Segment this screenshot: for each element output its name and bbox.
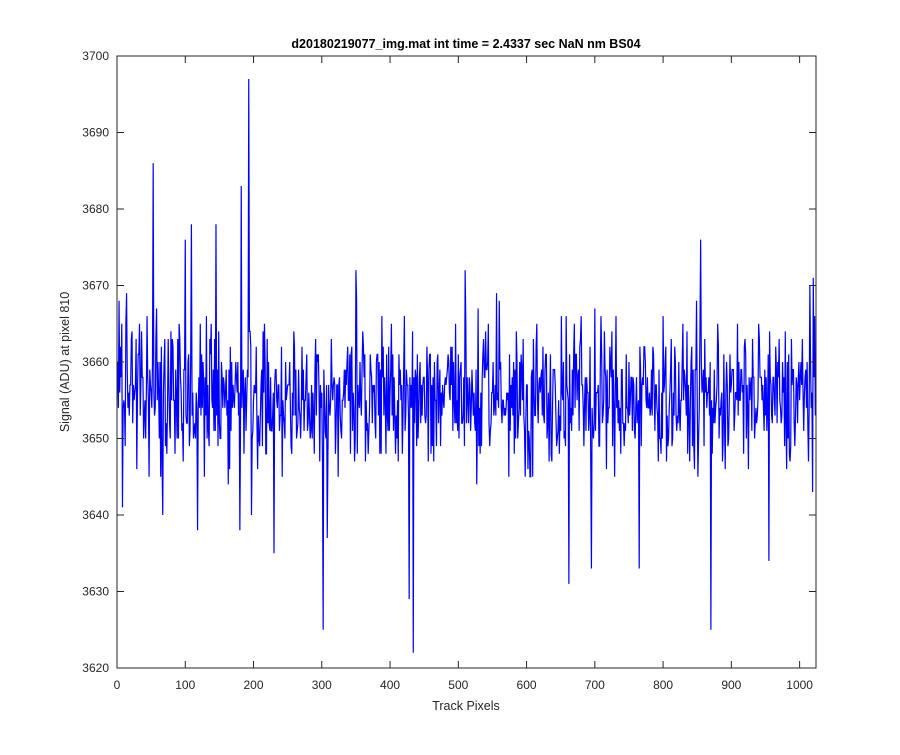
x-tick-label: 100 — [175, 678, 195, 692]
y-tick-label: 3680 — [82, 202, 109, 216]
y-tick-label: 3700 — [82, 49, 109, 63]
y-tick-label: 3690 — [82, 126, 109, 140]
series-layer — [117, 78, 817, 653]
y-tick-label: 3670 — [82, 279, 109, 293]
y-tick-label: 3660 — [82, 355, 109, 369]
series-line — [117, 78, 817, 653]
y-axis-ticks: 3620 3630 3640 3650 3660 3670 3680 3690 3700 — [82, 49, 816, 675]
y-tick-label: 3620 — [82, 661, 109, 675]
x-tick-label: 900 — [721, 678, 741, 692]
x-tick-label: 500 — [448, 678, 468, 692]
x-tick-label: 200 — [244, 678, 264, 692]
chart-title: d20180219077_img.mat int time = 2.4337 s… — [291, 37, 640, 51]
y-axis-title: Signal (ADU) at pixel 810 — [58, 292, 72, 432]
x-tick-label: 0 — [114, 678, 121, 692]
x-tick-label: 600 — [517, 678, 537, 692]
y-tick-label: 3630 — [82, 585, 109, 599]
y-tick-label: 3640 — [82, 508, 109, 522]
x-tick-label: 800 — [653, 678, 673, 692]
x-axis-title: Track Pixels — [432, 699, 500, 713]
x-axis-ticks: 0 100 200 300 400 500 600 700 800 900 1000 — [114, 56, 813, 692]
x-tick-label: 1000 — [786, 678, 813, 692]
x-tick-label: 700 — [585, 678, 605, 692]
x-tick-label: 400 — [380, 678, 400, 692]
x-tick-label: 300 — [312, 678, 332, 692]
y-tick-label: 3650 — [82, 432, 109, 446]
